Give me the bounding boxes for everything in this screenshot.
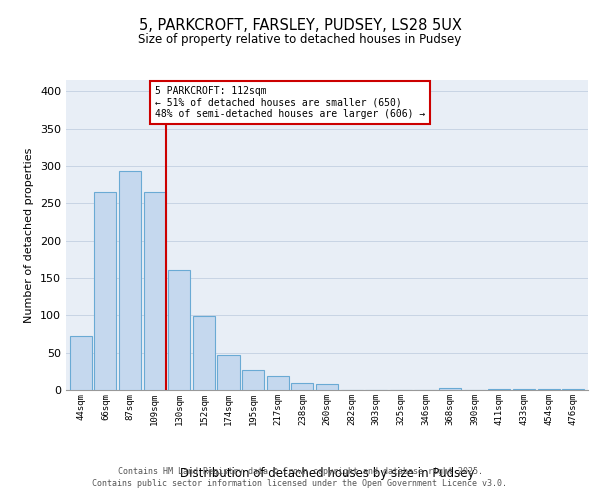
Text: 5, PARKCROFT, FARSLEY, PUDSEY, LS28 5UX: 5, PARKCROFT, FARSLEY, PUDSEY, LS28 5UX (139, 18, 461, 32)
Bar (193, 316, 215, 390)
Bar (217, 355, 239, 390)
Bar (513, 388, 535, 390)
Text: Contains HM Land Registry data © Crown copyright and database right 2025.
Contai: Contains HM Land Registry data © Crown c… (92, 466, 508, 487)
Bar (168, 270, 190, 390)
Bar (266, 376, 289, 390)
Text: 5 PARKCROFT: 112sqm
← 51% of detached houses are smaller (650)
48% of semi-detac: 5 PARKCROFT: 112sqm ← 51% of detached ho… (155, 86, 425, 120)
Bar (316, 384, 338, 390)
Bar (439, 388, 461, 390)
Bar (562, 388, 584, 390)
Bar (143, 192, 166, 390)
X-axis label: Distribution of detached houses by size in Pudsey: Distribution of detached houses by size … (180, 466, 474, 479)
Bar (488, 388, 511, 390)
Bar (70, 336, 92, 390)
Bar (242, 370, 264, 390)
Bar (94, 192, 116, 390)
Bar (291, 382, 313, 390)
Y-axis label: Number of detached properties: Number of detached properties (25, 148, 34, 322)
Text: Size of property relative to detached houses in Pudsey: Size of property relative to detached ho… (139, 32, 461, 46)
Bar (119, 171, 141, 390)
